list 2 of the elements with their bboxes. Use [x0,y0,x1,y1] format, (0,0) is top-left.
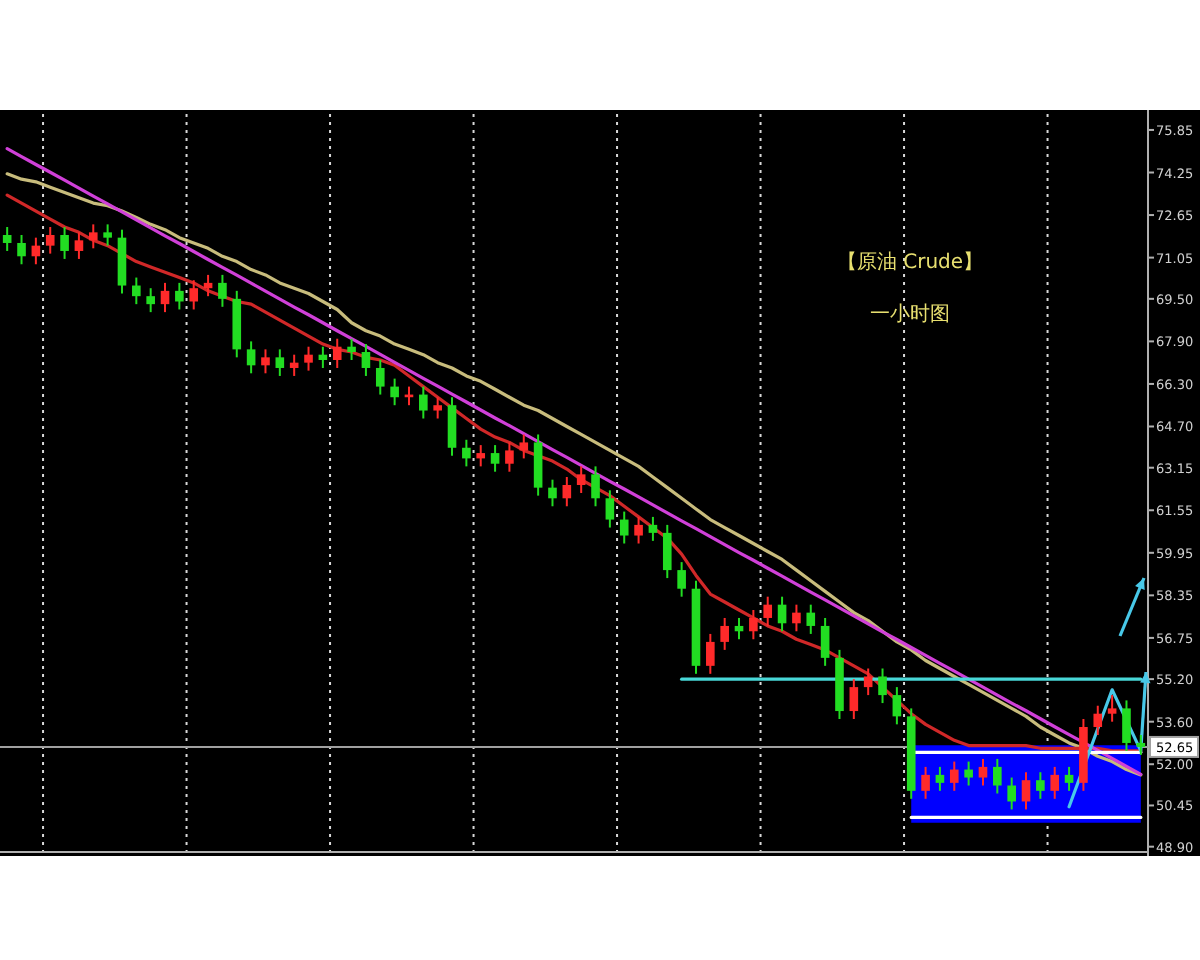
annotation: 一小时图 [870,302,950,326]
annotation: 【原油 Crude】 [836,250,984,274]
